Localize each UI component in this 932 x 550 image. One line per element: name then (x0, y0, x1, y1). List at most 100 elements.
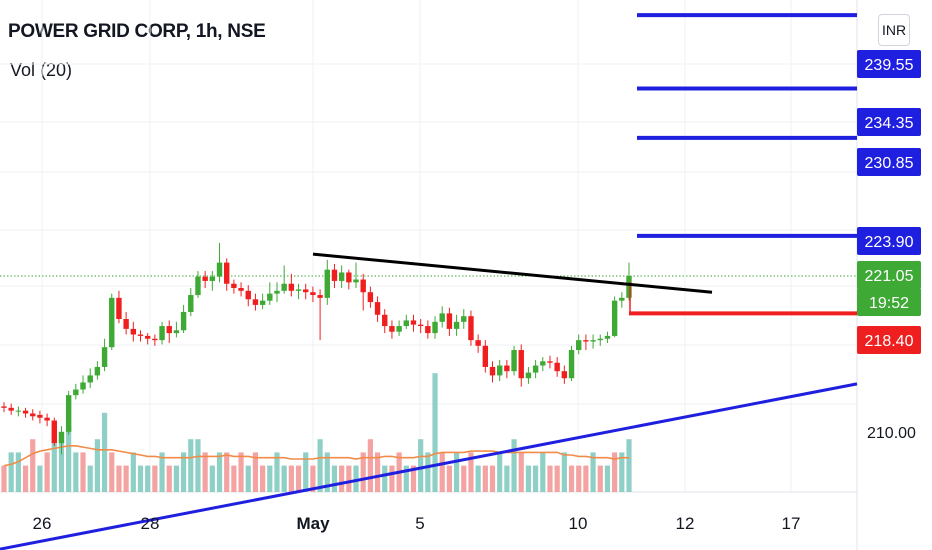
candle-body (353, 279, 359, 283)
volume-bar (44, 452, 50, 492)
candle-body (245, 290, 251, 300)
volume-bar (152, 465, 158, 492)
candle-body (619, 297, 625, 301)
volume-bars (1, 373, 632, 492)
candle-body (439, 313, 445, 322)
volume-bar (37, 465, 43, 492)
volume-bar (432, 373, 438, 492)
x-tick-label: 26 (33, 514, 52, 533)
volume-bar (410, 465, 417, 492)
volume-bar (173, 465, 180, 492)
volume-bar (274, 452, 280, 492)
candle-body (425, 326, 431, 334)
volume-bar (547, 465, 553, 492)
candle-body (73, 389, 79, 396)
grid (0, 0, 857, 492)
currency-button[interactable]: INR (878, 14, 910, 46)
price-badge-bg (857, 288, 921, 316)
candle-body (482, 345, 489, 367)
price-badge: 19:52 (857, 288, 921, 316)
candle-body (80, 382, 86, 390)
y-tick-label: 210.00 (867, 425, 916, 442)
candle-body (374, 302, 381, 315)
candle-body (518, 350, 524, 379)
price-badge-text: 230.85 (865, 155, 914, 172)
volume-bar (511, 439, 517, 492)
volume-bar (468, 452, 474, 492)
candle-body (1, 406, 7, 408)
volume-bar (367, 439, 373, 492)
candle-body (417, 324, 424, 327)
candle-body (216, 262, 223, 277)
candle-body (540, 361, 546, 366)
volume-bar (568, 465, 575, 492)
candle-body (209, 276, 216, 281)
candle-body (331, 269, 338, 281)
volume-bar (353, 465, 359, 492)
volume-bar (195, 439, 201, 492)
volume-bar (109, 452, 115, 492)
volume-bar (382, 465, 388, 492)
candle-body (590, 340, 596, 342)
candle-body (475, 340, 481, 346)
candle-body (58, 431, 65, 444)
price-badge-text: 221.05 (865, 268, 914, 285)
volume-bar (267, 465, 273, 492)
price-badge-bg (857, 108, 921, 136)
volume-bar (453, 452, 460, 492)
volume-bar (626, 439, 632, 492)
candle-body (231, 283, 237, 288)
candle-body (87, 375, 93, 383)
candle-body (324, 269, 330, 298)
candle-body (461, 316, 467, 322)
candle-body (403, 320, 409, 327)
candle-body (295, 289, 302, 291)
candle-body (267, 293, 273, 301)
candle-body (504, 365, 510, 372)
volume-bar (339, 465, 345, 492)
trendline-resistance (312, 252, 713, 294)
candle-body (37, 414, 43, 418)
price-badge-bg (857, 148, 921, 176)
candle-body (338, 272, 345, 281)
candle-body (346, 272, 352, 283)
candle-body (180, 311, 187, 331)
candle-body (281, 283, 287, 291)
candle-body (446, 313, 453, 329)
volume-bar (482, 465, 488, 492)
price-badge: 239.55 (857, 50, 921, 78)
volume-bar (30, 439, 36, 492)
volume-bar (619, 452, 625, 492)
volume-bar (130, 452, 136, 492)
candle-body (303, 289, 309, 293)
candle-body (532, 365, 539, 373)
price-badge-bg (857, 326, 921, 354)
candle-body (496, 365, 503, 376)
candle-body (525, 372, 532, 379)
volume-bar (446, 465, 453, 492)
volume-bar (525, 465, 532, 492)
volume-bar (540, 452, 546, 492)
candle-body (202, 276, 208, 281)
candle-body (137, 334, 144, 336)
candle-body (109, 297, 115, 348)
volume-bar (554, 465, 560, 492)
candle-body (468, 316, 474, 341)
candle-body (410, 320, 417, 325)
candle-body (152, 338, 158, 341)
price-badge-text: 223.90 (865, 234, 914, 251)
price-badge-text: 19:52 (869, 295, 909, 312)
candle-body (224, 262, 230, 284)
price-badge-bg (857, 227, 921, 255)
volume-bar (216, 452, 223, 492)
volume-bar (180, 452, 187, 492)
volume-bar (561, 452, 567, 492)
volume-bar (489, 465, 496, 492)
volume-bar (425, 452, 431, 492)
volume-indicator-label[interactable]: Vol (20) (10, 60, 73, 80)
x-tick-label: 12 (676, 514, 695, 533)
volume-bar (604, 465, 611, 492)
candle-body (626, 276, 632, 298)
candle-body (22, 410, 29, 414)
